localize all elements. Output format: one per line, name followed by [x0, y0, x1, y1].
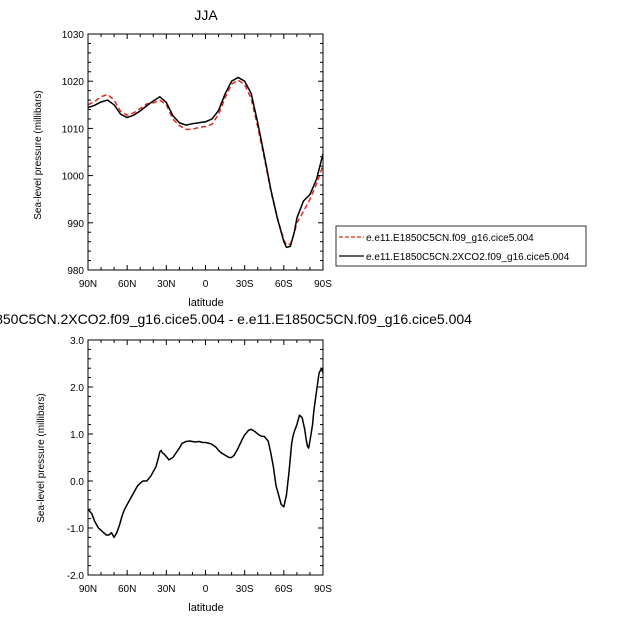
top-chart-x-tick-label: 60N — [118, 279, 136, 290]
bottom-chart-x-tick-label: 30S — [236, 584, 254, 595]
bottom-chart-y-tick-label: -1.0 — [67, 524, 85, 535]
top-chart-x-tick-label: 30S — [236, 279, 254, 290]
top-chart-x-tick-label: 90N — [79, 279, 97, 290]
bottom-chart-y-tick-label: 2.0 — [70, 383, 84, 394]
bottom-chart-y-tick-label: -2.0 — [67, 571, 85, 582]
top-chart-x-tick-label: 60S — [275, 279, 293, 290]
bottom-chart-plot-frame — [87, 339, 324, 576]
top-chart-y-tick-label: 990 — [67, 219, 84, 230]
top-chart-x-tick-label: 90S — [314, 279, 332, 290]
top-chart-series-line-1 — [87, 79, 324, 246]
top-chart: JJA 980 990 1000 1010 1020 1030 90N 60N 30N 0 30S 6… — [33, 7, 332, 309]
bottom-chart-x-axis-label: latitude — [188, 602, 223, 614]
top-chart-series-line-2 — [87, 76, 324, 249]
top-chart-x-axis-label: latitude — [188, 297, 223, 309]
bottom-chart-x-tick-label: 0 — [203, 584, 209, 595]
bottom-chart-x-tick-label: 90N — [79, 584, 97, 595]
bottom-chart: e.e11.E1850C5CN.2XCO2.f09_g16.cice5.004 … — [0, 311, 472, 614]
bottom-chart-series-line-1 — [87, 368, 324, 539]
top-chart-title: JJA — [194, 7, 218, 23]
bottom-chart-y-tick-label: 0.0 — [70, 477, 84, 488]
bottom-chart-plot-area: -2.0 -1.0 0.0 1.0 2.0 3.0 90N 60N 30N 0 30S 60S 90S — [67, 336, 332, 595]
bottom-chart-title: e.e11.E1850C5CN.2XCO2.f09_g16.cice5.004 … — [0, 311, 472, 327]
bottom-chart-y-tick-label: 1.0 — [70, 430, 84, 441]
top-chart-y-tick-label: 1010 — [62, 124, 85, 135]
top-chart-y-axis-label: Sea-level pressure (millibars) — [33, 90, 44, 219]
legend-box — [335, 225, 587, 267]
legend-label-series-2: e.e11.E1850C5CN.2XCO2.f09_g16.cice5.004 — [366, 252, 570, 263]
bottom-chart-x-tick-label: 30N — [157, 584, 175, 595]
top-chart-plot-area: 980 990 1000 1010 1020 1030 90N 60N 30N 0 30S 60S 90… — [62, 30, 332, 290]
top-chart-x-tick-label: 0 — [203, 279, 209, 290]
legend-label-series-1: e.e11.E1850C5CN.f09_g16.cice5.004 — [366, 233, 534, 244]
top-chart-plot-frame — [87, 33, 324, 271]
top-chart-y-tick-label: 1020 — [62, 77, 85, 88]
top-chart-legend: e.e11.E1850C5CN.f09_g16.cice5.004 e.e11.… — [335, 225, 587, 267]
bottom-chart-x-tick-label: 60N — [118, 584, 136, 595]
top-chart-y-tick-label: 1030 — [62, 30, 85, 41]
top-chart-x-tick-label: 30N — [157, 279, 175, 290]
top-chart-y-tick-label: 980 — [67, 266, 84, 277]
top-chart-y-tick-label: 1000 — [62, 172, 85, 183]
bottom-chart-x-tick-label: 90S — [314, 584, 332, 595]
bottom-chart-y-tick-label: 3.0 — [70, 336, 84, 347]
bottom-chart-y-axis-label: Sea-level pressure (millibars) — [36, 393, 47, 522]
bottom-chart-x-tick-label: 60S — [275, 584, 293, 595]
